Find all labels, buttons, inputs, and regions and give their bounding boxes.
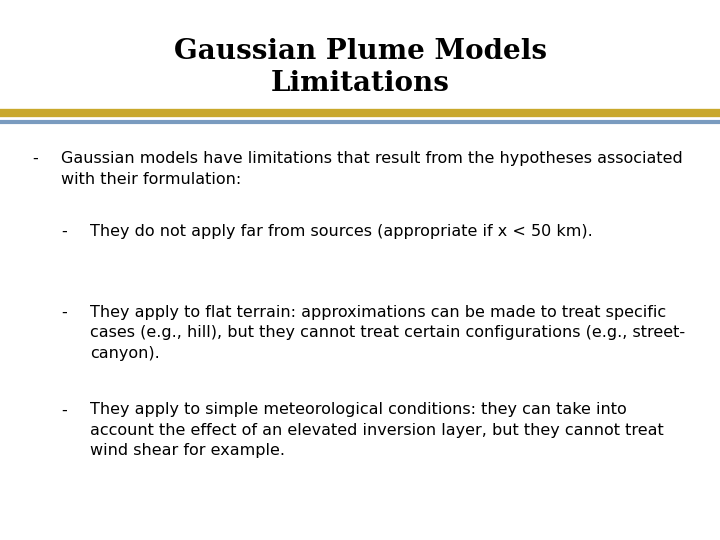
Text: -: - — [61, 224, 67, 239]
Text: -: - — [61, 305, 67, 320]
Text: -: - — [32, 151, 38, 166]
Text: They apply to simple meteorological conditions: they can take into
account the e: They apply to simple meteorological cond… — [90, 402, 664, 458]
Text: Gaussian models have limitations that result from the hypotheses associated
with: Gaussian models have limitations that re… — [61, 151, 683, 187]
Text: They do not apply far from sources (appropriate if x < 50 km).: They do not apply far from sources (appr… — [90, 224, 593, 239]
Text: -: - — [61, 402, 67, 417]
Text: Gaussian Plume Models
Limitations: Gaussian Plume Models Limitations — [174, 38, 546, 97]
Text: They apply to flat terrain: approximations can be made to treat specific
cases (: They apply to flat terrain: approximatio… — [90, 305, 685, 361]
